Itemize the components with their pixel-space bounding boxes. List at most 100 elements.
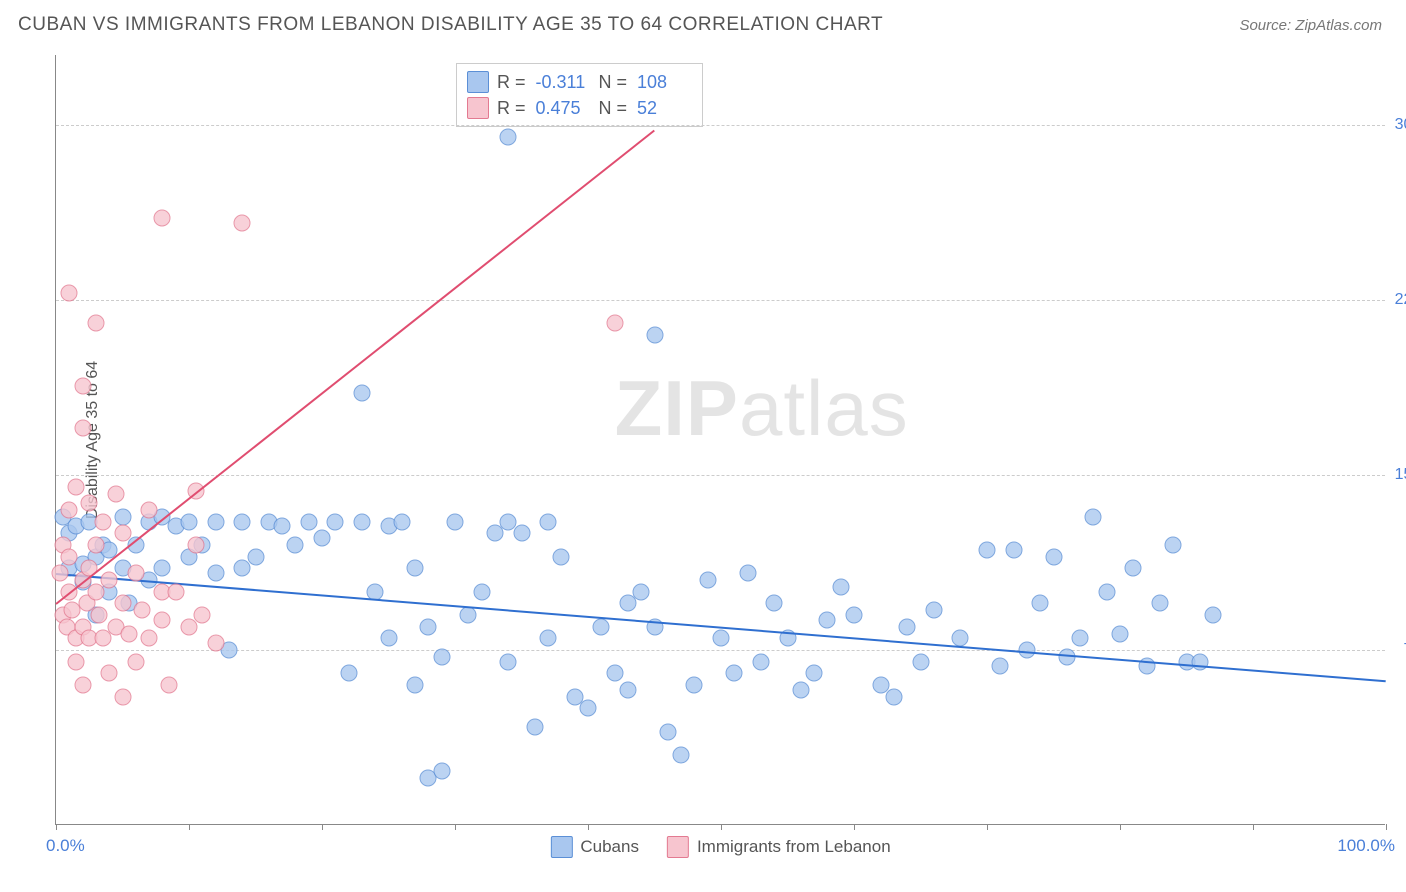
data-point [247, 548, 264, 565]
watermark-bold: ZIP [615, 364, 739, 452]
watermark: ZIPatlas [615, 363, 909, 454]
data-point [553, 548, 570, 565]
data-point [633, 583, 650, 600]
data-point [340, 665, 357, 682]
data-point [154, 560, 171, 577]
regression-line [56, 573, 1386, 682]
data-point [114, 688, 131, 705]
x-tick [588, 824, 589, 830]
data-point [114, 595, 131, 612]
data-point [486, 525, 503, 542]
data-point [500, 653, 517, 670]
stat-n-label-1: N = [599, 98, 628, 119]
data-point [141, 630, 158, 647]
data-point [606, 665, 623, 682]
data-point [67, 478, 84, 495]
data-point [1098, 583, 1115, 600]
data-point [766, 595, 783, 612]
data-point [619, 595, 636, 612]
data-point [806, 665, 823, 682]
data-point [473, 583, 490, 600]
legend-swatch-0 [550, 836, 572, 858]
data-point [540, 630, 557, 647]
x-tick [1386, 824, 1387, 830]
data-point [1072, 630, 1089, 647]
data-point [739, 565, 756, 582]
data-point [952, 630, 969, 647]
x-tick [189, 824, 190, 830]
data-point [433, 649, 450, 666]
legend-label-0: Cubans [580, 837, 639, 857]
legend-swatch-1 [667, 836, 689, 858]
x-tick [56, 824, 57, 830]
data-point [885, 688, 902, 705]
x-axis-min-label: 0.0% [46, 836, 85, 856]
data-point [127, 565, 144, 582]
data-point [580, 700, 597, 717]
gridline-h [56, 475, 1385, 476]
data-point [659, 723, 676, 740]
data-point [513, 525, 530, 542]
x-tick [854, 824, 855, 830]
data-point [194, 607, 211, 624]
x-tick [987, 824, 988, 830]
data-point [94, 630, 111, 647]
data-point [114, 509, 131, 526]
data-point [925, 602, 942, 619]
data-point [1151, 595, 1168, 612]
data-point [74, 420, 91, 437]
stat-r-value-1: 0.475 [536, 98, 591, 119]
data-point [67, 653, 84, 670]
regression-line [55, 130, 655, 605]
data-point [154, 611, 171, 628]
data-point [81, 560, 98, 577]
data-point [121, 625, 138, 642]
data-point [912, 653, 929, 670]
data-point [101, 665, 118, 682]
data-point [107, 485, 124, 502]
legend: Cubans Immigrants from Lebanon [550, 836, 890, 858]
data-point [207, 513, 224, 530]
data-point [752, 653, 769, 670]
data-point [141, 502, 158, 519]
data-point [234, 513, 251, 530]
x-tick [721, 824, 722, 830]
chart-header: CUBAN VS IMMIGRANTS FROM LEBANON DISABIL… [0, 0, 1406, 46]
x-tick [1253, 824, 1254, 830]
stat-r-label-0: R = [497, 72, 526, 93]
stat-n-label-0: N = [599, 72, 628, 93]
series-swatch-1 [467, 97, 489, 119]
x-tick [455, 824, 456, 830]
data-point [819, 611, 836, 628]
data-point [832, 579, 849, 596]
data-point [1005, 541, 1022, 558]
data-point [353, 385, 370, 402]
data-point [1112, 625, 1129, 642]
data-point [181, 618, 198, 635]
legend-item-0: Cubans [550, 836, 639, 858]
data-point [353, 513, 370, 530]
data-point [234, 215, 251, 232]
data-point [81, 495, 98, 512]
data-point [134, 602, 151, 619]
gridline-h [56, 125, 1385, 126]
y-tick-label: 22.5% [1390, 291, 1406, 309]
data-point [726, 665, 743, 682]
data-point [167, 583, 184, 600]
legend-item-1: Immigrants from Lebanon [667, 836, 891, 858]
stat-n-value-0: 108 [637, 72, 692, 93]
stat-r-label-1: R = [497, 98, 526, 119]
data-point [61, 285, 78, 302]
data-point [526, 719, 543, 736]
data-point [420, 618, 437, 635]
y-tick-label: 15.0% [1390, 466, 1406, 484]
stat-r-value-0: -0.311 [536, 72, 591, 93]
data-point [74, 677, 91, 694]
data-point [61, 502, 78, 519]
data-point [407, 677, 424, 694]
data-point [300, 513, 317, 530]
data-point [500, 128, 517, 145]
chart-title: CUBAN VS IMMIGRANTS FROM LEBANON DISABIL… [18, 14, 883, 36]
data-point [161, 677, 178, 694]
data-point [899, 618, 916, 635]
